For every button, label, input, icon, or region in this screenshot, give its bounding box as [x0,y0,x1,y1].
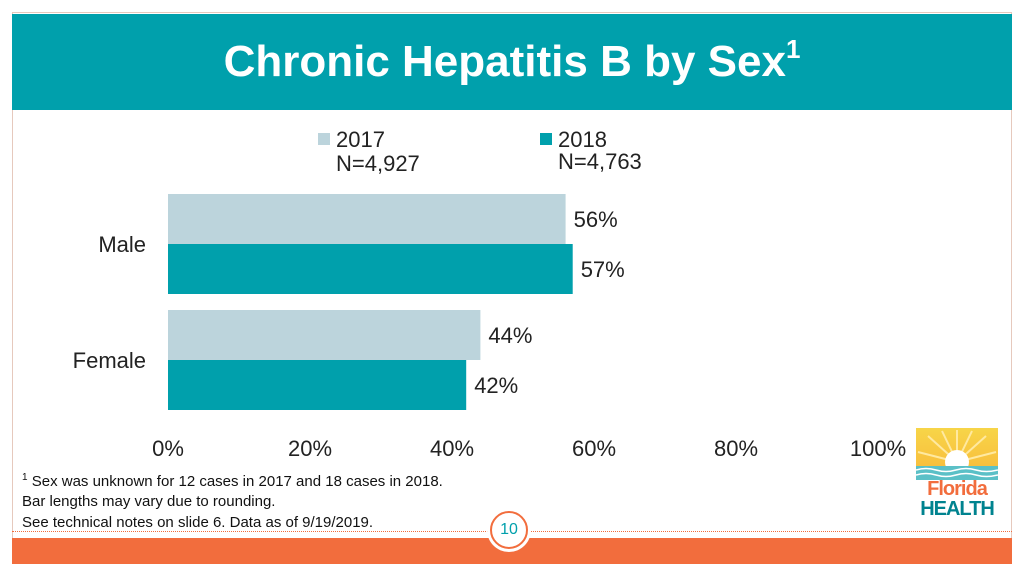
logo-text-florida: Florida [927,478,988,500]
x-tick-label-100: 100% [850,436,906,461]
bar-female-2018 [168,360,467,410]
category-label-female: Female [73,348,146,373]
sun-icon [916,428,998,480]
title-text: Chronic Hepatitis B by Sex [223,37,786,86]
x-tick-label-80: 80% [714,436,758,461]
footnote-marker: 1 [22,472,28,483]
page-number-badge: 10 [490,511,528,549]
legend-item-2018: 2018 N=4,763 [540,128,680,178]
legend-item-2017: 2017 N=4,927 [318,128,458,178]
legend-n-2018: N=4,763 [558,149,642,174]
legend-n-2017: N=4,927 [336,151,420,176]
legend-label-2017: 2017 [336,127,385,152]
title-superscript: 1 [785,34,801,64]
bar-female-2017 [168,310,481,360]
category-label-male: Male [98,232,146,257]
x-tick-label-0: 0% [152,436,184,461]
footnote-line-2: Bar lengths may vary due to rounding. [22,493,276,510]
florida-health-logo: Florida HEALTH [916,428,998,520]
logo-text-health: HEALTH [920,498,995,520]
page-number: 10 [500,521,518,538]
data-label-male-2018: 57% [581,257,625,282]
bar-male-2018 [168,244,573,294]
footnote-line-1: 1 Sex was unknown for 12 cases in 2017 a… [22,472,443,490]
legend-swatch-2018 [540,133,552,145]
x-tick-label-20: 20% [288,436,332,461]
bar-chart: Male 56% 57% Female 44% 42% 0% 20% 40% 60% 80% 100% [73,194,906,461]
footnote-text-1: Sex was unknown for 12 cases in 2017 and… [31,473,443,490]
x-tick-label-60: 60% [572,436,616,461]
data-label-female-2017: 44% [488,323,532,348]
bar-male-2017 [168,194,566,244]
title-bar: Chronic Hepatitis B by Sex1 [12,14,1012,110]
data-label-female-2018: 42% [474,373,518,398]
x-tick-label-40: 40% [430,436,474,461]
page-title: Chronic Hepatitis B by Sex1 [12,14,1012,110]
data-label-male-2017: 56% [574,207,618,232]
legend-swatch-2017 [318,133,330,145]
legend-label-2018: 2018 [558,127,607,152]
footnote-line-3: See technical notes on slide 6. Data as … [22,514,374,531]
